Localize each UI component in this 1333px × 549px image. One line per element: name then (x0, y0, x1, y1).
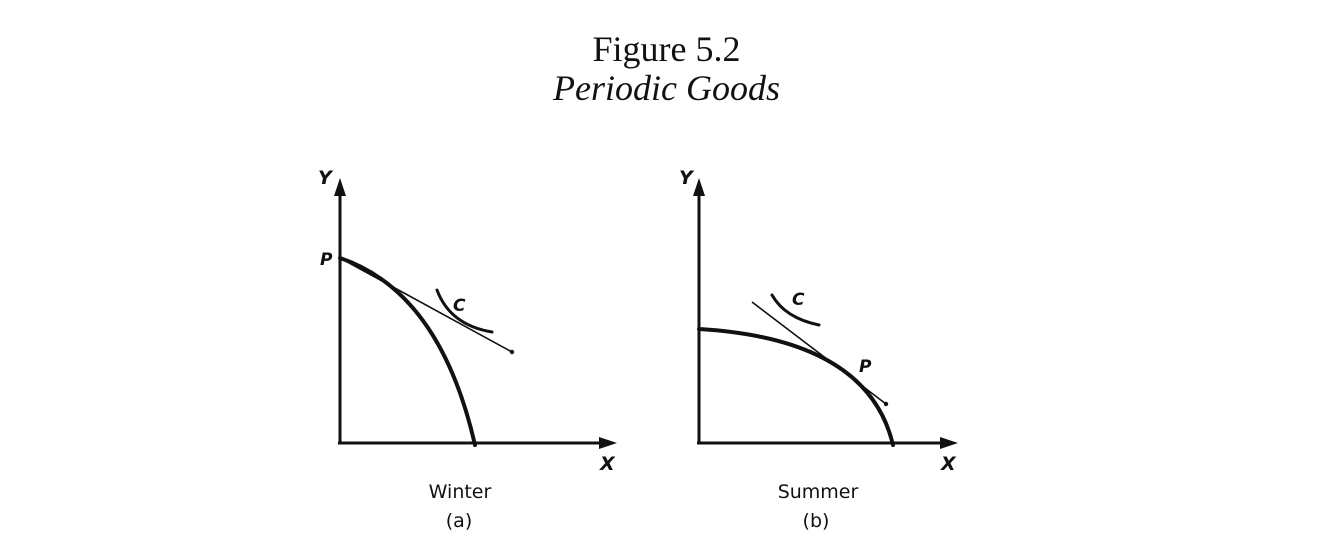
price-line (339, 257, 513, 353)
y-axis-label: Y (318, 167, 334, 189)
production-point-label: P (320, 250, 333, 270)
panel-summer: Y X P C Summer (b) (679, 167, 958, 532)
indifference-curve (770, 293, 821, 327)
y-axis-label: Y (679, 167, 695, 189)
figure-subtitle: Periodic Goods (553, 68, 780, 108)
indifference-curve (435, 288, 494, 334)
price-line-end-dot (883, 401, 889, 407)
price-line-end-dot (509, 349, 515, 355)
production-frontier-curve (338, 256, 477, 447)
x-axis-label: X (940, 453, 957, 475)
y-axis-arrowhead (334, 178, 346, 196)
y-axis-arrowhead (693, 178, 705, 196)
panel-caption-summer: Summer (778, 481, 859, 503)
x-axis-label: X (599, 453, 616, 475)
consumption-point-label: C (453, 296, 466, 316)
panel-sublabel-a: (a) (446, 510, 472, 532)
figure-title: Figure 5.2 (592, 29, 741, 69)
figure-header: Figure 5.2 Periodic Goods (0, 30, 1333, 108)
x-axis-arrowhead (599, 437, 617, 449)
consumption-point-label: C (792, 290, 805, 310)
production-point-label: P (859, 357, 872, 377)
panel-caption-winter: Winter (429, 481, 492, 503)
panel-winter: Y X P C Winter (a) (318, 167, 617, 532)
x-axis-arrowhead (940, 437, 958, 449)
panel-sublabel-b: (b) (803, 510, 830, 532)
price-line (751, 301, 887, 405)
